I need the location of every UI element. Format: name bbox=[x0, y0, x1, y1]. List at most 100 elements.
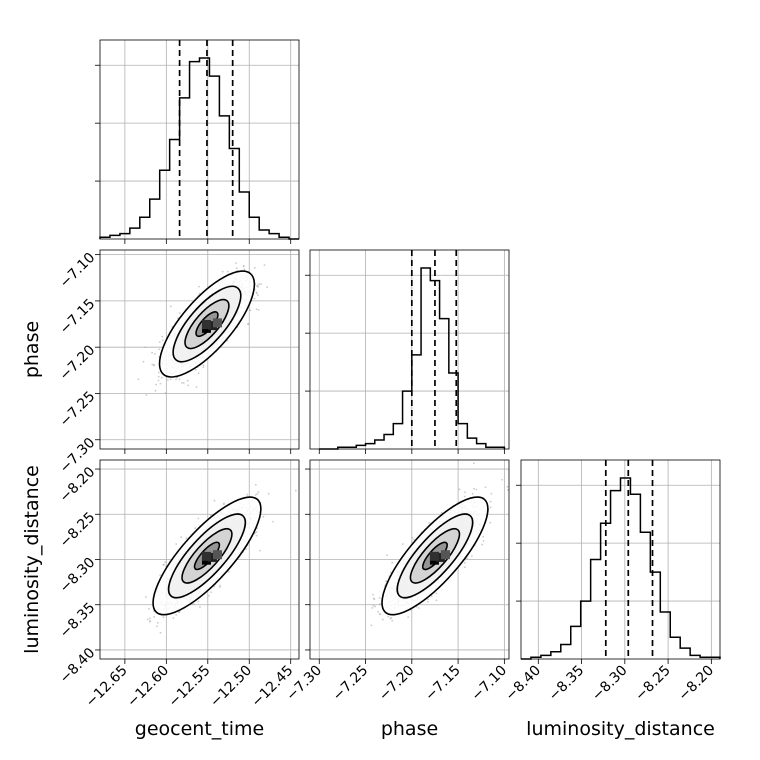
scatter-point bbox=[178, 378, 181, 381]
scatter-point bbox=[137, 378, 140, 381]
hist-luminosity_distance-xtick-label-2: −8.30 bbox=[589, 663, 631, 705]
scatter-point bbox=[161, 335, 164, 338]
panel-geocent_time-vs-luminosity_distance-ytick-label-3: −8.25 bbox=[57, 509, 99, 551]
scatter-point bbox=[260, 283, 262, 286]
panel-geocent_time-vs-luminosity_distance-ytick-label-1: −8.35 bbox=[57, 600, 99, 642]
hist-phase-frame bbox=[309, 249, 510, 450]
scatter-point bbox=[175, 613, 178, 616]
scatter-point bbox=[195, 386, 198, 388]
scatter-point bbox=[151, 363, 154, 366]
scatter-point bbox=[235, 262, 237, 264]
scatter-point bbox=[175, 543, 178, 545]
scatter-point bbox=[160, 377, 163, 379]
scatter-point bbox=[197, 372, 200, 375]
scatter-point bbox=[181, 382, 183, 384]
scatter-point bbox=[247, 322, 250, 325]
scatter-point bbox=[148, 607, 150, 610]
scatter-point bbox=[254, 483, 257, 486]
scatter-point bbox=[164, 561, 167, 564]
scatter-point bbox=[145, 394, 148, 396]
scatter-point bbox=[162, 616, 165, 619]
scatter-point bbox=[154, 353, 156, 355]
hist-luminosity_distance-xtick-label-0: −8.40 bbox=[502, 663, 544, 705]
scatter-point bbox=[148, 617, 151, 620]
scatter-point bbox=[193, 603, 195, 605]
scatter-point bbox=[162, 564, 165, 566]
scatter-point bbox=[180, 536, 183, 539]
scatter-point bbox=[253, 297, 256, 300]
scatter-point bbox=[255, 534, 258, 537]
panel-geocent_time-vs-phase-ytick-label-4: −7.10 bbox=[57, 250, 99, 292]
scatter-point bbox=[145, 596, 147, 598]
scatter-point bbox=[179, 312, 181, 314]
scatter-point bbox=[253, 266, 256, 269]
scatter-point bbox=[157, 371, 160, 374]
scatter-point bbox=[156, 621, 159, 624]
density-cell bbox=[201, 319, 211, 329]
scatter-point bbox=[175, 378, 177, 381]
scatter-point bbox=[257, 309, 260, 311]
scatter-point bbox=[153, 615, 156, 618]
scatter-point bbox=[210, 591, 213, 593]
panel-geocent_time-vs-luminosity_distance-xtick-label-0: −12.65 bbox=[83, 663, 131, 711]
scatter-point bbox=[256, 493, 258, 495]
scatter-point bbox=[435, 599, 438, 602]
scatter-point bbox=[202, 366, 205, 368]
scatter-point bbox=[221, 270, 224, 273]
hist-luminosity_distance-steps bbox=[521, 477, 721, 660]
scatter-point bbox=[263, 264, 266, 266]
scatter-point bbox=[157, 379, 160, 382]
scatter-point bbox=[391, 619, 394, 622]
scatter-point bbox=[458, 488, 461, 491]
scatter-point bbox=[159, 574, 162, 576]
scatter-point bbox=[186, 379, 189, 382]
scatter-point bbox=[154, 389, 157, 392]
hist-luminosity_distance-xtick-label-3: −8.25 bbox=[632, 663, 674, 705]
scatter-point bbox=[158, 341, 161, 343]
scatter-point bbox=[373, 598, 376, 601]
scatter-point bbox=[199, 606, 201, 608]
scatter-point bbox=[418, 607, 420, 609]
scatter-point bbox=[246, 493, 249, 496]
panel-geocent_time-vs-luminosity_distance-xtick-label-1: −12.60 bbox=[124, 663, 172, 711]
scatter-point bbox=[471, 555, 473, 557]
panel-geocent_time-vs-luminosity_distance-ytick-label-2: −8.30 bbox=[57, 555, 99, 597]
scatter-point bbox=[208, 595, 210, 597]
scatter-point bbox=[164, 392, 167, 394]
hist-luminosity_distance-frame bbox=[520, 459, 721, 660]
scatter-point bbox=[471, 492, 474, 495]
scatter-point bbox=[227, 571, 230, 573]
scatter-point bbox=[148, 620, 151, 623]
scatter-point bbox=[243, 268, 246, 271]
scatter-point bbox=[267, 492, 270, 495]
scatter-point bbox=[223, 502, 225, 505]
scatter-point bbox=[259, 549, 261, 552]
scatter-point bbox=[157, 375, 160, 378]
scatter-point bbox=[379, 603, 381, 605]
hist-geocent_time-steps bbox=[99, 57, 299, 240]
scatter-point bbox=[272, 520, 274, 523]
density-cell bbox=[212, 550, 222, 560]
scatter-point bbox=[255, 292, 258, 295]
scatter-point bbox=[213, 499, 216, 502]
scatter-point bbox=[151, 351, 154, 354]
density-cell bbox=[212, 318, 222, 328]
hist-geocent_time-bg bbox=[100, 40, 299, 239]
panel-geocent_time-vs-phase-ytick-label-2: −7.20 bbox=[57, 342, 99, 384]
hist-luminosity_distance-xtick-label-1: −8.35 bbox=[546, 663, 588, 705]
scatter-point bbox=[262, 515, 265, 518]
scatter-point bbox=[294, 489, 297, 492]
panel-geocent_time-vs-luminosity_distance-ytick-label-0: −8.40 bbox=[57, 645, 99, 687]
scatter-point bbox=[242, 265, 245, 268]
panel-geocent_time-vs-phase-ytick-label-1: −7.25 bbox=[57, 389, 99, 431]
scatter-point bbox=[155, 383, 158, 386]
scatter-point bbox=[182, 382, 185, 384]
scatter-point bbox=[202, 364, 205, 367]
scatter-point bbox=[152, 364, 155, 367]
scatter-point bbox=[194, 527, 197, 530]
hist-luminosity_distance-xtick-label-4: −8.20 bbox=[676, 663, 718, 705]
scatter-point bbox=[411, 536, 413, 539]
scatter-point bbox=[258, 283, 260, 285]
scatter-point bbox=[218, 586, 221, 588]
scatter-point bbox=[197, 517, 200, 520]
